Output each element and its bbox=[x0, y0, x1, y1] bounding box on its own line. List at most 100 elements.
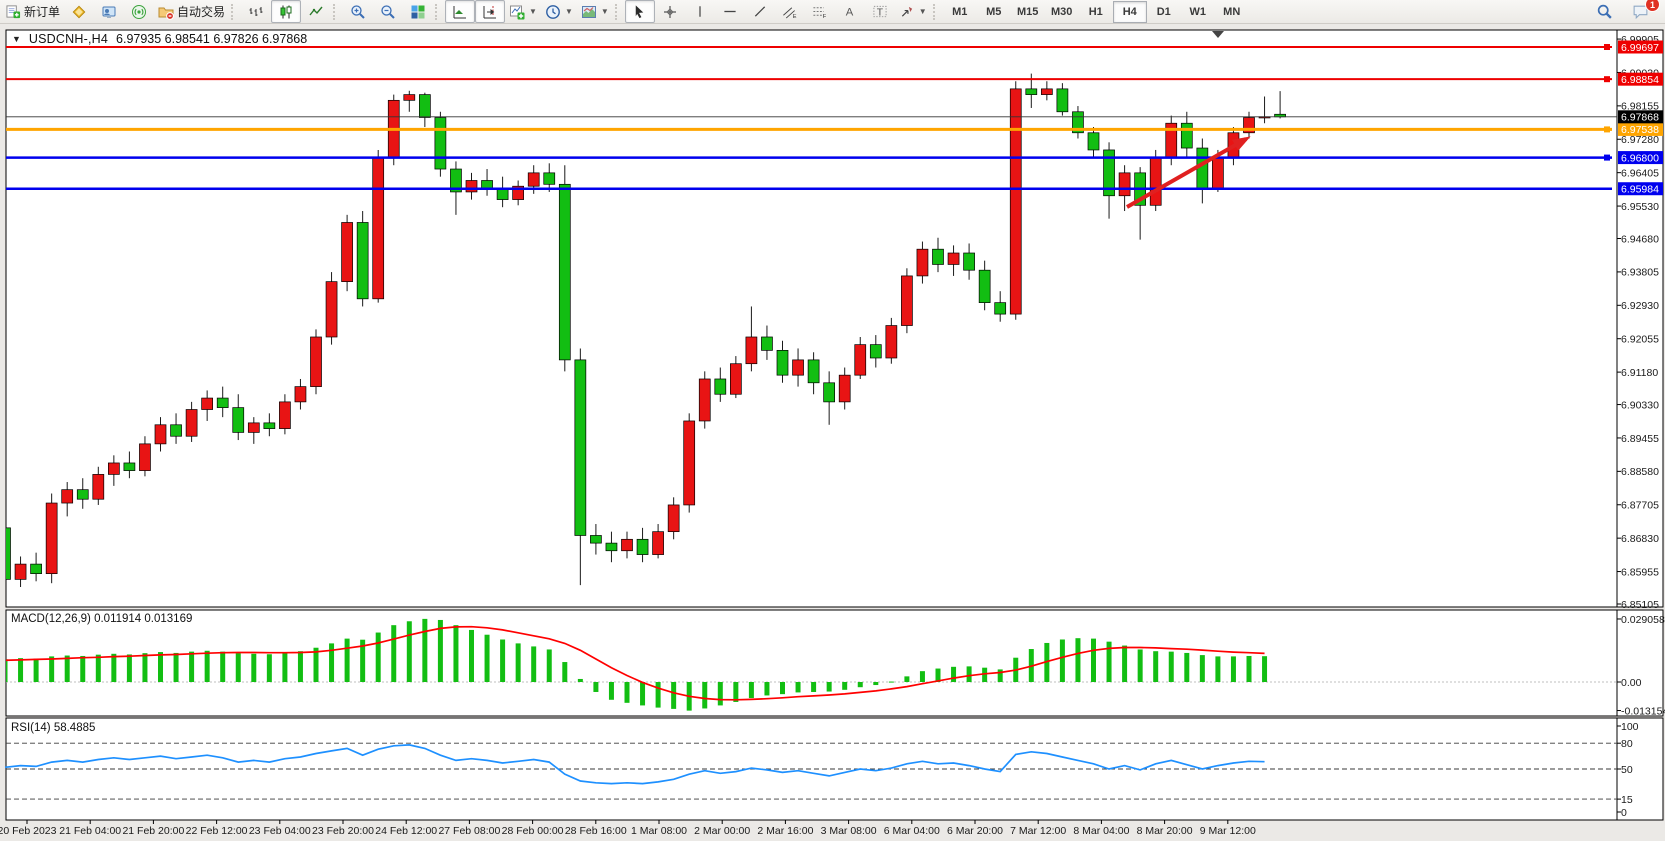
svg-text:15: 15 bbox=[1621, 794, 1633, 806]
svg-text:9 Mar 12:00: 9 Mar 12:00 bbox=[1200, 825, 1256, 837]
svg-text:23 Feb 20:00: 23 Feb 20:00 bbox=[312, 825, 374, 837]
svg-text:6.94680: 6.94680 bbox=[1621, 233, 1659, 245]
svg-text:T: T bbox=[877, 7, 884, 18]
svg-text:21 Feb 04:00: 21 Feb 04:00 bbox=[59, 825, 121, 837]
timeframe-button-h4[interactable]: H4 bbox=[1112, 0, 1147, 23]
svg-text:6.95530: 6.95530 bbox=[1621, 201, 1659, 213]
cursor-tool-button[interactable] bbox=[624, 0, 655, 23]
svg-text:6.91180: 6.91180 bbox=[1621, 367, 1658, 379]
zoom-out-button[interactable] bbox=[373, 0, 403, 23]
timeframe-toolbar: M1 M5 M15 M30 H1 H4 D1 W1 MN bbox=[943, 0, 1249, 23]
hline-handle[interactable] bbox=[1604, 126, 1610, 133]
zoom-in-button[interactable] bbox=[343, 0, 373, 23]
text-label-icon: T bbox=[873, 5, 887, 18]
text-label-tool-button[interactable]: T bbox=[865, 0, 895, 23]
symbol-dropdown-icon[interactable]: ▼ bbox=[12, 34, 21, 44]
chart-title-row: ▼ USDCNH-,H4 6.97935 6.98541 6.97826 6.9… bbox=[12, 32, 307, 46]
hline-handle[interactable] bbox=[1604, 154, 1610, 161]
horizontal-line-tool-button[interactable] bbox=[715, 0, 745, 23]
hline-handle[interactable] bbox=[1604, 76, 1610, 83]
trendline-icon bbox=[754, 6, 765, 17]
chart-shift-button[interactable] bbox=[475, 0, 506, 23]
equidistant-channel-icon: E bbox=[783, 7, 797, 19]
arrows-tool-button[interactable]: ▼ bbox=[895, 0, 931, 23]
horizontal-lines[interactable] bbox=[6, 44, 1612, 190]
auto-trading-button[interactable]: 自动交易 bbox=[154, 0, 229, 23]
dropdown-caret: ▼ bbox=[529, 7, 537, 16]
zoom-out-icon bbox=[381, 4, 395, 19]
yellow-cube-icon bbox=[72, 5, 86, 18]
svg-text:1 Mar 08:00: 1 Mar 08:00 bbox=[631, 825, 687, 837]
trendline-tool-button[interactable] bbox=[745, 0, 775, 23]
new-order-button[interactable]: 新订单 bbox=[2, 0, 64, 23]
svg-text:6 Mar 20:00: 6 Mar 20:00 bbox=[947, 825, 1003, 837]
svg-text:8 Mar 04:00: 8 Mar 04:00 bbox=[1073, 825, 1129, 837]
notification-badge: 1 bbox=[1645, 0, 1660, 12]
timeframe-button-m15[interactable]: M15 bbox=[1017, 5, 1039, 18]
rsi-line bbox=[4, 744, 1265, 785]
svg-text:6.97538: 6.97538 bbox=[1621, 124, 1659, 136]
timeframe-button-m1[interactable]: M1 bbox=[952, 5, 968, 18]
time-axis[interactable]: 20 Feb 2023 21 Feb 04:00 21 Feb 20:00 22 Fe… bbox=[0, 820, 1256, 837]
timeframe-button-m30[interactable]: M30 bbox=[1051, 5, 1073, 18]
text-tool-button[interactable]: A bbox=[835, 0, 865, 23]
candlestick-chart-type-button[interactable] bbox=[271, 0, 302, 23]
cursor-icon bbox=[636, 5, 644, 19]
zoom-in-icon bbox=[351, 4, 365, 19]
tile-windows-icon bbox=[411, 5, 425, 18]
svg-text:2 Mar 00:00: 2 Mar 00:00 bbox=[694, 825, 750, 837]
bar-chart-type-button[interactable] bbox=[241, 0, 271, 23]
hline-handle[interactable] bbox=[1604, 44, 1610, 50]
fibonacci-tool-button[interactable]: F bbox=[805, 0, 835, 23]
timeframe-button-d1[interactable]: D1 bbox=[1156, 5, 1171, 18]
line-chart-type-button[interactable] bbox=[301, 0, 331, 23]
chart-shift-marker[interactable] bbox=[1212, 31, 1224, 38]
periods-button[interactable]: ▼ bbox=[541, 0, 577, 23]
toolbar-gripper bbox=[435, 3, 442, 20]
auto-trading-label: 自动交易 bbox=[177, 5, 226, 19]
svg-text:7 Mar 12:00: 7 Mar 12:00 bbox=[1010, 825, 1066, 837]
timeframe-button-m5[interactable]: M5 bbox=[986, 5, 1002, 18]
signal-button[interactable] bbox=[124, 0, 154, 23]
market-depth-button[interactable] bbox=[64, 0, 94, 23]
clock-icon bbox=[546, 4, 560, 19]
channel-tool-button[interactable]: E bbox=[775, 0, 805, 23]
notifications-button[interactable]: 1 bbox=[1625, 0, 1660, 23]
metaeditor-icon bbox=[102, 6, 116, 18]
trend-arrow[interactable] bbox=[1126, 136, 1251, 209]
svg-text:A: A bbox=[846, 7, 854, 19]
add-indicator-button[interactable]: ▼ bbox=[505, 0, 541, 23]
svg-text:6 Mar 04:00: 6 Mar 04:00 bbox=[884, 825, 940, 837]
svg-text:6.92930: 6.92930 bbox=[1621, 300, 1659, 312]
search-icon bbox=[1597, 4, 1612, 19]
svg-text:6.98854: 6.98854 bbox=[1621, 74, 1659, 86]
svg-text:6.88580: 6.88580 bbox=[1621, 466, 1659, 478]
template-button[interactable]: ▼ bbox=[577, 0, 613, 23]
vertical-line-tool-button[interactable] bbox=[685, 0, 715, 23]
svg-text:100: 100 bbox=[1621, 721, 1639, 733]
svg-text:2 Mar 16:00: 2 Mar 16:00 bbox=[757, 825, 813, 837]
auto-scroll-button[interactable] bbox=[445, 0, 476, 23]
signal-icon bbox=[132, 4, 147, 19]
auto-trading-icon bbox=[158, 7, 174, 20]
tile-windows-button[interactable] bbox=[403, 0, 433, 23]
svg-text:6.96405: 6.96405 bbox=[1621, 167, 1659, 179]
chart-ohlc-values: 6.97935 6.98541 6.97826 6.97868 bbox=[116, 32, 308, 46]
rsi-indicator: 100 80 50 150 bbox=[4, 721, 1639, 819]
timeframe-button-w1[interactable]: W1 bbox=[1189, 5, 1206, 18]
main-toolbar: 新订单 自动交易 ▼ ▼ bbox=[0, 0, 1665, 24]
svg-text:21 Feb 20:00: 21 Feb 20:00 bbox=[122, 825, 184, 837]
template-icon bbox=[581, 5, 596, 18]
svg-text:28 Feb 00:00: 28 Feb 00:00 bbox=[502, 825, 564, 837]
new-order-icon bbox=[6, 5, 21, 19]
timeframe-button-mn[interactable]: MN bbox=[1223, 5, 1241, 18]
metaeditor-button[interactable] bbox=[94, 0, 124, 23]
main-price-panel bbox=[5, 29, 1664, 608]
svg-text:28 Feb 16:00: 28 Feb 16:00 bbox=[565, 825, 627, 837]
price-axis[interactable]: 6.999056.990306.981556.972806.964056.955… bbox=[1617, 34, 1663, 611]
crosshair-tool-button[interactable] bbox=[655, 0, 685, 23]
price-chart-svg: 6.999056.990306.981556.972806.964056.955… bbox=[0, 29, 1665, 837]
search-button[interactable] bbox=[1589, 0, 1619, 23]
timeframe-button-h1[interactable]: H1 bbox=[1088, 5, 1103, 18]
